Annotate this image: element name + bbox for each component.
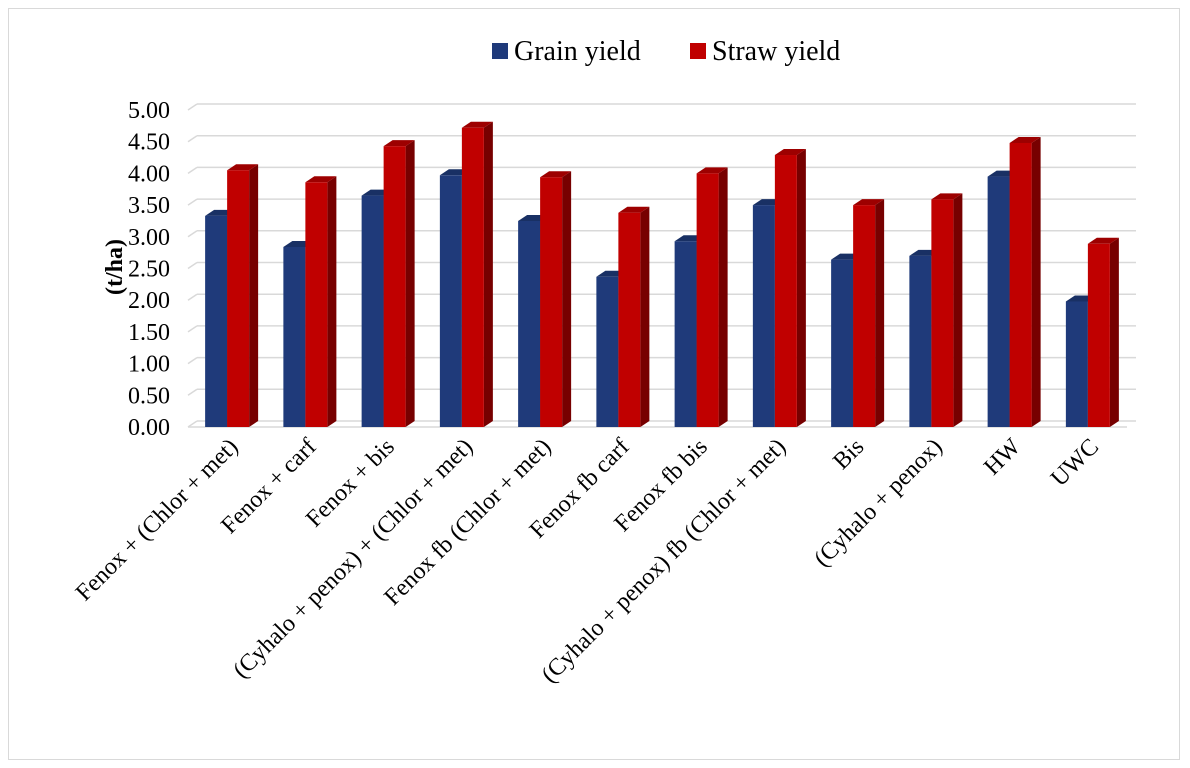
bar-side (953, 193, 963, 427)
bar-front (596, 276, 619, 427)
gridline-depth (187, 103, 198, 111)
bar-top (618, 206, 650, 213)
bar-straw-yield (853, 199, 885, 427)
bar-front (439, 175, 462, 427)
y-tick-label: 2.00 (128, 288, 170, 314)
legend-item: Grain yield (492, 36, 641, 67)
bar-straw-yield (1009, 136, 1041, 427)
x-category-label: Bis (828, 434, 869, 475)
y-tick-label: 3.00 (128, 225, 170, 251)
bar-straw-yield (383, 140, 415, 427)
bar-top (853, 199, 885, 206)
bar-top (461, 121, 493, 128)
bar-top (227, 164, 259, 171)
legend-swatch (690, 43, 706, 59)
bar-straw-yield (305, 176, 337, 427)
bar-side (875, 199, 885, 427)
bar-straw-yield (774, 149, 806, 427)
bar-straw-yield (540, 171, 572, 427)
gridline-depth (187, 166, 198, 175)
bar-top (305, 176, 337, 183)
bar-straw-yield (1087, 237, 1119, 427)
gridline-depth (187, 356, 198, 365)
bar-straw-yield (227, 164, 259, 428)
bar-front (987, 176, 1010, 427)
bar-side (1031, 136, 1041, 427)
bar-front (1087, 243, 1110, 427)
y-tick-label: 4.50 (128, 130, 170, 156)
bar-front (383, 146, 406, 427)
bar-front (674, 241, 697, 427)
gridlines (187, 103, 1136, 428)
bar-side (718, 167, 728, 427)
bar-straw-yield (618, 206, 650, 427)
bar-front (831, 259, 854, 427)
bar-straw-yield (461, 121, 493, 427)
bar-front (283, 246, 306, 427)
bar-front (774, 155, 797, 427)
bars (205, 121, 1119, 428)
bar-front (205, 215, 228, 427)
legend-swatch (492, 43, 508, 59)
legend-label: Straw yield (712, 36, 840, 67)
y-tick-label: 0.50 (128, 383, 170, 409)
bar-side (1109, 237, 1119, 427)
y-axis-ticks: 0.00 0.50 1.00 1.50 2.00 2.50 3.00 3.50 4.00 4.50… (128, 98, 170, 441)
y-axis-title: (t/ha) (102, 239, 128, 295)
bar-top (1009, 136, 1041, 143)
bar-side (483, 121, 493, 427)
bar-front (305, 182, 328, 427)
legend: Grain yield Straw yield (492, 36, 840, 67)
bar-side (640, 206, 650, 427)
bar-side (327, 176, 337, 427)
bar-straw-yield (931, 193, 963, 427)
gridline-depth (187, 420, 198, 428)
y-tick-label: 2.50 (128, 257, 170, 283)
bar-top (540, 171, 572, 178)
bar-side (562, 171, 572, 427)
y-tick-label: 0.00 (128, 415, 170, 441)
y-tick-label: 1.00 (128, 352, 170, 378)
bar-top (774, 149, 806, 156)
bar-front (518, 220, 541, 427)
legend-item: Straw yield (690, 36, 840, 67)
gridline-depth (187, 198, 198, 206)
bar-straw-yield (696, 167, 728, 427)
bar-front (696, 173, 719, 427)
bar-top (696, 167, 728, 174)
bar-front (618, 212, 641, 427)
bar-front (227, 170, 250, 428)
gridline-depth (187, 135, 198, 143)
y-tick-label: 3.50 (128, 193, 170, 219)
bar-front (540, 177, 563, 427)
bar-front (909, 255, 932, 427)
y-tick-label: 1.50 (128, 320, 170, 346)
bar-top (1087, 237, 1119, 244)
bar-top (931, 193, 963, 200)
gridline-depth (187, 293, 198, 301)
gridline-depth (187, 230, 198, 238)
bar-top (383, 140, 415, 147)
bar-front (1065, 301, 1088, 427)
bar-side (249, 164, 259, 428)
bar-front (361, 195, 384, 427)
bar-front (461, 127, 484, 427)
y-tick-label: 5.00 (128, 98, 170, 124)
bar-front (752, 205, 775, 427)
bar-front (1009, 142, 1032, 427)
gridline-depth (187, 388, 198, 396)
y-tick-label: 4.00 (128, 161, 170, 187)
bar-front (931, 199, 954, 427)
chart-frame (8, 8, 1180, 760)
x-category-label: HW (979, 434, 1026, 481)
gridline-depth (187, 261, 198, 270)
bar-front (853, 205, 876, 427)
legend-label: Grain yield (514, 36, 641, 67)
gridline-depth (187, 325, 198, 333)
x-category-label: UWC (1046, 434, 1104, 492)
bar-side (405, 140, 415, 427)
bar-side (796, 149, 806, 427)
